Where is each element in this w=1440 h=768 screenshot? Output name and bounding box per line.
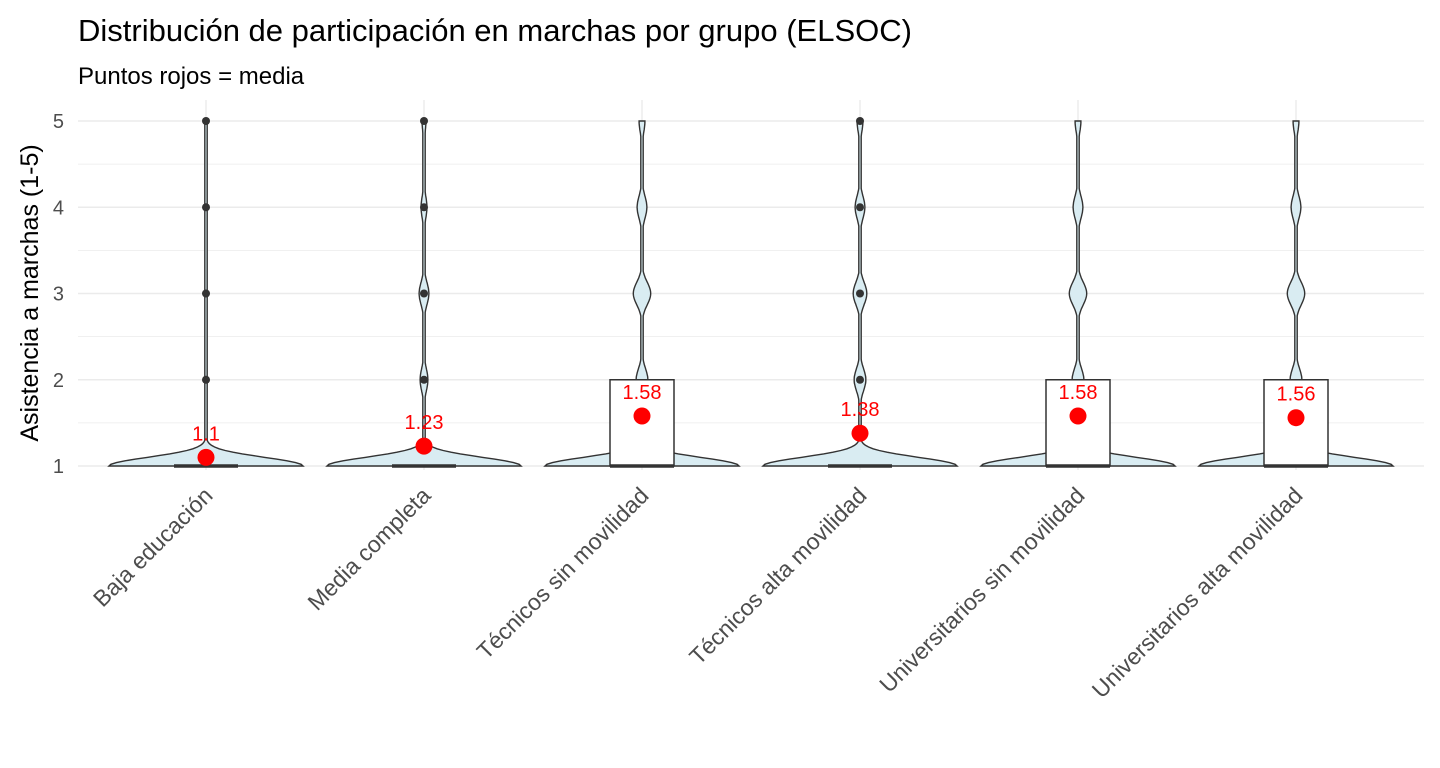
outlier-point: [202, 289, 210, 298]
mean-label: 1.58: [623, 382, 662, 404]
mean-point: [415, 437, 433, 455]
y-tick-label: 3: [53, 284, 64, 306]
outlier-point: [420, 289, 428, 298]
outlier-point: [856, 117, 864, 125]
mean-label: 1.1: [192, 423, 220, 445]
mean-points: [197, 407, 1305, 466]
x-tick-label: Media completa: [302, 482, 435, 615]
y-axis-label: Asistencia a marchas (1-5): [16, 144, 44, 441]
outlier-points: [202, 117, 864, 384]
outlier-point: [856, 203, 864, 212]
outlier-point: [856, 375, 864, 384]
chart-title: Distribución de participación en marchas…: [78, 13, 912, 48]
y-axis: 1 2 3 4 5: [53, 111, 64, 478]
violin: [979, 120, 1177, 467]
outlier-point: [420, 203, 428, 212]
chart-subtitle: Puntos rojos = media: [78, 63, 305, 90]
mean-labels: 1.1 1.23 1.58 1.38 1.58 1.56: [192, 382, 1315, 445]
x-axis: Baja educación Media completa Técnicos sin…: [88, 482, 1308, 703]
outlier-point: [856, 289, 864, 298]
outlier-point: [202, 117, 210, 125]
mean-label: 1.58: [1059, 382, 1098, 404]
mean-point: [1069, 407, 1087, 425]
x-tick-label: Baja educación: [88, 482, 218, 612]
mean-label: 1.38: [841, 399, 880, 421]
x-tick-label: Universitarios sin movilidad: [874, 482, 1089, 697]
outlier-point: [420, 375, 428, 384]
mean-point: [197, 448, 215, 466]
y-tick-label: 2: [53, 370, 64, 392]
mean-point: [633, 407, 651, 425]
x-tick-label: Técnicos alta movilidad: [684, 482, 871, 669]
mean-point: [851, 424, 869, 442]
outlier-point: [202, 203, 210, 212]
mean-point: [1287, 409, 1305, 427]
mean-label: 1.56: [1277, 384, 1316, 406]
outlier-point: [202, 375, 210, 384]
y-tick-label: 1: [53, 456, 64, 478]
y-tick-label: 5: [53, 111, 64, 133]
grid: [78, 100, 1424, 470]
outlier-point: [420, 117, 428, 125]
y-tick-label: 4: [53, 197, 64, 219]
x-tick-label: Universitarios alta movilidad: [1087, 482, 1308, 703]
x-tick-label: Técnicos sin movilidad: [472, 482, 654, 664]
mean-label: 1.23: [405, 412, 444, 434]
violin: [1197, 120, 1395, 467]
violin: [543, 120, 741, 467]
